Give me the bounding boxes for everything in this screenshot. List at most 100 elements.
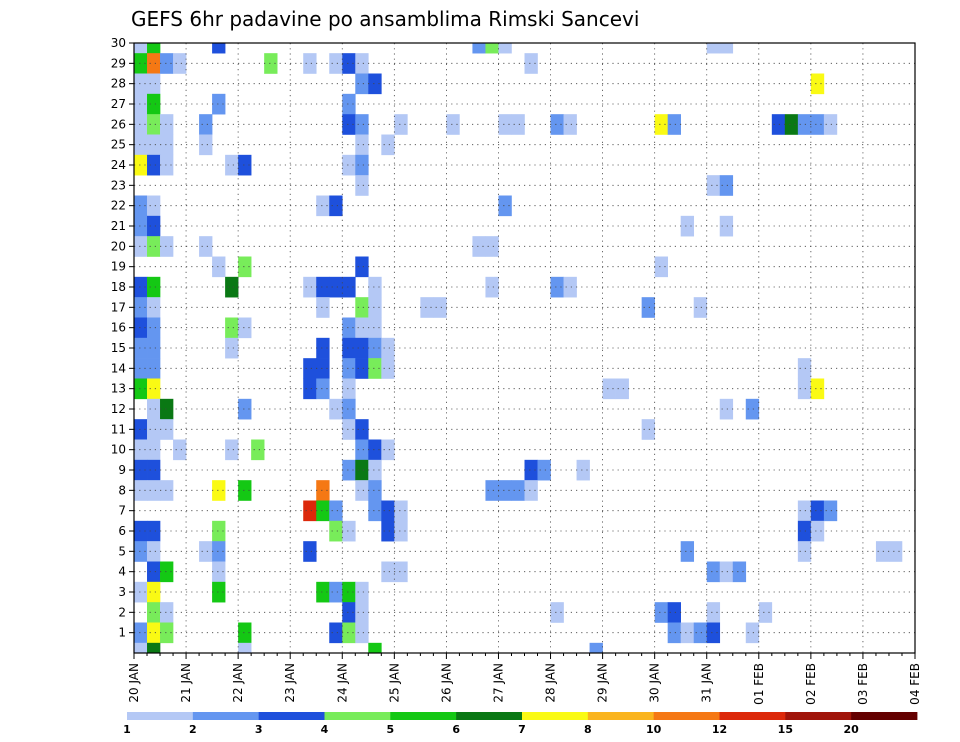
x-tick-label: 28 JAN [544, 663, 558, 703]
x-tick-label: 27 JAN [491, 663, 505, 703]
x-tick-label: 01 FEB [752, 663, 766, 705]
heatmap-cell [589, 642, 603, 654]
heatmap-cell [199, 114, 213, 135]
heatmap-cell [134, 154, 148, 176]
y-tick-label: 26 [111, 117, 126, 131]
heatmap-cell [784, 114, 799, 135]
heatmap-cell [147, 317, 161, 339]
heatmap-cell [667, 602, 681, 623]
heatmap-cell [134, 439, 148, 461]
heatmap-cell [706, 622, 721, 644]
heatmap-cell [394, 520, 408, 542]
y-tick-label: 15 [111, 341, 126, 355]
y-tick-label: 19 [111, 260, 126, 274]
heatmap-cell [316, 297, 330, 318]
heatmap-cell [368, 642, 382, 654]
heatmap-cell [329, 500, 343, 522]
heatmap-cell [355, 459, 369, 481]
heatmap-cell [342, 520, 356, 542]
heatmap-cell [160, 114, 174, 135]
heatmap-cell [238, 317, 252, 339]
heatmap-cell [355, 256, 369, 278]
heatmap-cell [134, 73, 148, 95]
heatmap-cell [303, 276, 317, 298]
y-tick-label: 14 [111, 361, 126, 375]
heatmap-cell [381, 134, 395, 156]
heatmap-cell [719, 43, 734, 54]
heatmap-cell [173, 439, 187, 461]
heatmap-cell [680, 622, 695, 644]
x-tick-label: 30 JAN [648, 663, 662, 703]
heatmap-cell [238, 642, 252, 654]
heatmap-cell [212, 541, 226, 562]
x-tick-label: 26 JAN [439, 663, 453, 703]
colorbar-label: 1 [123, 723, 131, 736]
heatmap-cell [719, 561, 734, 583]
heatmap-cell [134, 93, 148, 115]
colorbar-segment [192, 712, 260, 720]
colorbar-label: 10 [646, 723, 662, 736]
heatmap-cell [797, 541, 812, 562]
heatmap-cell [160, 134, 174, 156]
heatmap-cell [485, 236, 499, 257]
heatmap-cell [680, 215, 695, 237]
heatmap-cell [511, 114, 525, 135]
heatmap-cell [368, 480, 382, 501]
heatmap-cell [797, 114, 812, 135]
heatmap-cell [134, 317, 148, 339]
chart-title: GEFS 6hr padavine po ansamblima Rimski S… [131, 7, 639, 31]
y-tick-label: 16 [111, 321, 126, 335]
heatmap-cell [212, 520, 226, 542]
heatmap-cell [810, 114, 825, 135]
heatmap-cell [485, 43, 499, 54]
heatmap-cell [641, 297, 655, 318]
heatmap-cell [160, 622, 174, 644]
x-tick-label: 31 JAN [700, 663, 714, 703]
heatmap-cell [355, 358, 369, 379]
heatmap-cell [355, 154, 369, 176]
y-tick-label: 3 [118, 585, 126, 599]
y-tick-label: 13 [111, 382, 126, 396]
heatmap-cell [550, 114, 564, 135]
heatmap-cell [147, 73, 161, 95]
heatmap-cell [888, 541, 903, 562]
heatmap-cell [147, 439, 161, 461]
heatmap-cell [160, 561, 174, 583]
y-tick-label: 4 [118, 565, 126, 579]
heatmap-cell [342, 459, 356, 481]
heatmap-cell [602, 378, 616, 400]
heatmap-cell [147, 622, 161, 644]
heatmap-cell [147, 114, 161, 135]
heatmap-cell [615, 378, 629, 400]
heatmap-cell [342, 53, 356, 74]
heatmap-cell [147, 642, 161, 654]
heatmap-cell [329, 276, 343, 298]
heatmap-cell [693, 297, 708, 318]
heatmap-cell [355, 602, 369, 623]
heatmap-cell [212, 43, 226, 54]
heatmap-cell [667, 114, 681, 135]
heatmap-cell [225, 276, 239, 298]
x-tick-label: 02 FEB [804, 663, 818, 705]
heatmap-cell [381, 337, 395, 359]
colorbar-label: 15 [778, 723, 793, 736]
heatmap-cell [355, 53, 369, 74]
heatmap-cell [147, 134, 161, 156]
heatmap-cell [693, 622, 708, 644]
colorbar-segment [456, 712, 523, 720]
colorbar-segment [127, 712, 194, 720]
heatmap-cell [147, 581, 161, 603]
heatmap-cell [160, 602, 174, 623]
heatmap-cell [667, 622, 681, 644]
heatmap-cell [329, 398, 343, 420]
heatmap-cell [355, 622, 369, 644]
heatmap-cell [381, 500, 395, 522]
heatmap-cells [134, 43, 903, 654]
heatmap-cell [147, 459, 161, 481]
heatmap-cell [264, 53, 278, 74]
heatmap-cell [316, 378, 330, 400]
y-tick-label: 8 [118, 483, 126, 497]
heatmap-cell [498, 480, 512, 501]
heatmap-cell [381, 358, 395, 379]
heatmap-cell [342, 419, 356, 440]
